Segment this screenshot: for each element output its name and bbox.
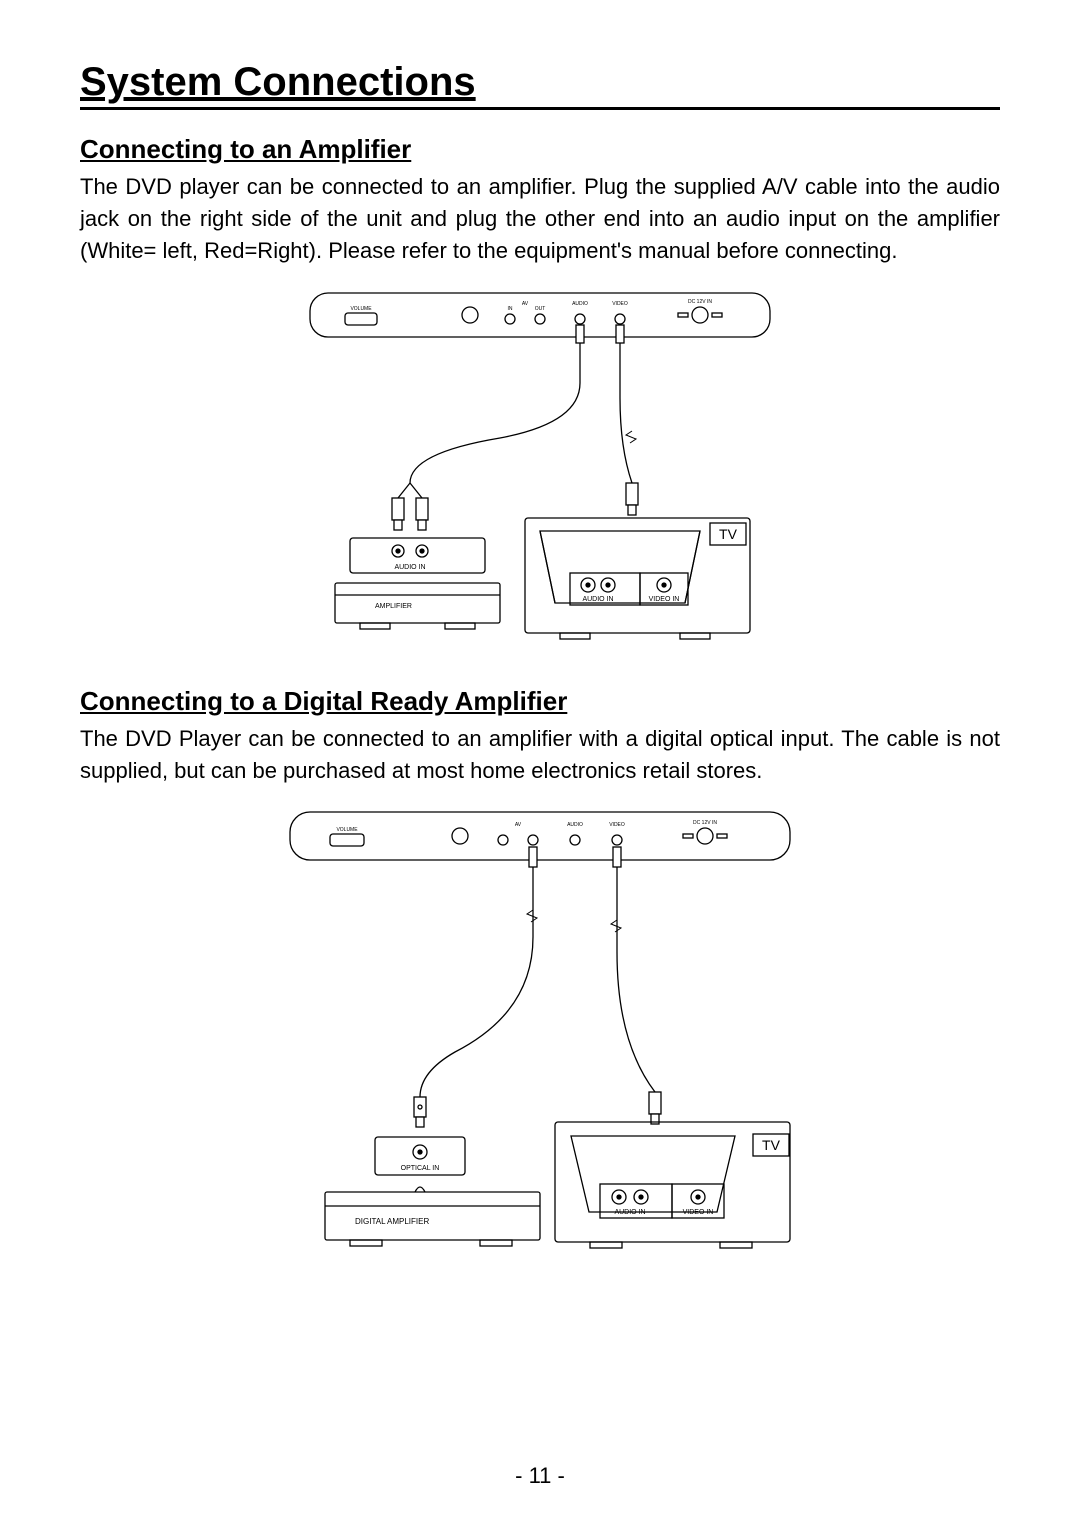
page-number: - 11 - [0,1463,1080,1489]
label-audio-in-tv: AUDIO IN [582,596,613,603]
label-video: VIDEO [612,301,628,307]
label-audio: AUDIO [572,301,588,307]
label-audio2: AUDIO [567,822,583,828]
label-tv2: TV [762,1137,781,1153]
diagram1: VOLUME IN AV OUT AUDIO VIDEO DC 12V IN [280,283,800,653]
label-video-in-tv: VIDEO IN [649,596,680,603]
label-optical-in: OPTICAL IN [401,1165,440,1172]
diagram1-wrap: VOLUME IN AV OUT AUDIO VIDEO DC 12V IN [80,283,1000,658]
diagram2-wrap: VOLUME AV AUDIO VIDEO DC 12V IN [80,802,1000,1282]
label-dc: DC 12V IN [688,299,712,305]
label-volume: VOLUME [350,306,372,312]
label-audio-in-tv2: AUDIO IN [614,1209,645,1216]
label-av2: AV [515,822,522,828]
label-in: IN [508,306,513,312]
label-dc2: DC 12V IN [693,820,717,826]
label-out: OUT [535,306,546,312]
label-video2: VIDEO [609,822,625,828]
label-av: AV [522,301,529,307]
label-amplifier: AMPLIFIER [375,603,412,610]
section2-body: The DVD Player can be connected to an am… [80,723,1000,787]
section1-body: The DVD player can be connected to an am… [80,171,1000,267]
label-digital-amp: DIGITAL AMPLIFIER [355,1217,429,1226]
label-tv: TV [719,526,738,542]
diagram2: VOLUME AV AUDIO VIDEO DC 12V IN [255,802,825,1277]
page-title: System Connections [80,60,1000,110]
section2-heading: Connecting to a Digital Ready Amplifier [80,686,1000,717]
section1-heading: Connecting to an Amplifier [80,134,1000,165]
manual-page: System Connections Connecting to an Ampl… [0,0,1080,1527]
label-volume2: VOLUME [336,827,358,833]
label-audio-in-amp: AUDIO IN [394,564,425,571]
label-video-in-tv2: VIDEO IN [683,1209,714,1216]
